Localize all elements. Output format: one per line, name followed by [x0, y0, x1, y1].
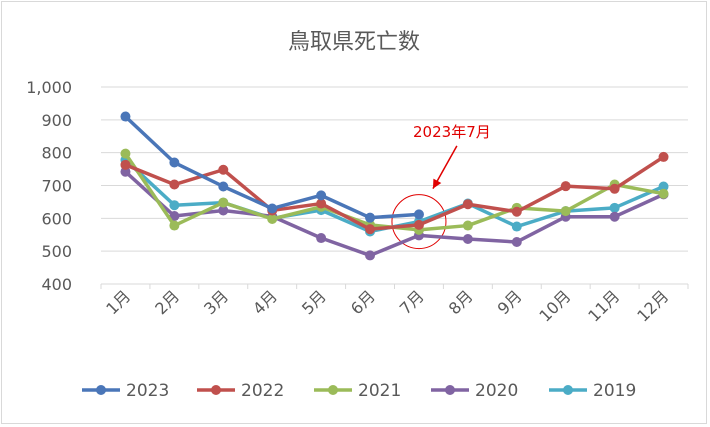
- y-tick-label: 1,000: [26, 78, 72, 97]
- legend-label: 2019: [593, 381, 636, 401]
- x-axis: [100, 283, 689, 289]
- data-point: [169, 179, 180, 190]
- data-point: [316, 198, 327, 209]
- legend-label: 2023: [126, 381, 169, 401]
- data-point: [365, 250, 376, 261]
- data-point: [658, 181, 669, 192]
- data-point: [511, 206, 522, 217]
- data-point: [609, 202, 620, 213]
- x-tick-label: 5月: [298, 286, 330, 318]
- y-axis-ticks: 400 500 600 700 800 900 1,000: [26, 78, 72, 294]
- legend: 2023 2022 2021 2020 2019: [82, 381, 636, 401]
- y-tick-label: 700: [41, 177, 72, 196]
- x-tick-label: 4月: [249, 286, 281, 318]
- data-point: [511, 236, 522, 247]
- data-point: [169, 157, 180, 168]
- data-point: [462, 234, 473, 245]
- chart-title: 鳥取県死亡数: [288, 30, 420, 55]
- series-2023: [120, 111, 424, 223]
- data-point: [218, 181, 229, 192]
- series-line: [124, 170, 665, 258]
- data-point: [560, 206, 571, 217]
- data-point: [316, 233, 327, 244]
- data-point: [169, 220, 180, 231]
- annotation-label: 2023年7月: [413, 123, 491, 141]
- data-point: [218, 205, 229, 216]
- legend-item-2023: 2023: [82, 381, 169, 401]
- x-tick-label: 1月: [102, 286, 134, 318]
- data-point: [120, 159, 131, 170]
- y-tick-label: 500: [41, 242, 72, 261]
- data-point: [560, 181, 571, 192]
- y-tick-label: 900: [41, 111, 72, 130]
- gridlines: [101, 86, 688, 252]
- annotation-circle: [391, 194, 447, 250]
- legend-swatch-marker: [563, 385, 573, 395]
- data-point: [609, 183, 620, 194]
- legend-label: 2021: [358, 381, 401, 401]
- legend-swatch-marker: [328, 385, 338, 395]
- series-line: [124, 158, 665, 234]
- series-2022: [120, 151, 669, 235]
- data-point: [413, 219, 424, 230]
- line-chart: 鳥取県死亡数 400 500 600 700 800 900 1,000 1月 2月 3月 4月 5…: [26, 30, 689, 401]
- series-2021: [120, 148, 669, 235]
- series-line: [124, 155, 665, 231]
- x-tick-label: 9月: [494, 286, 526, 318]
- data-point: [267, 213, 278, 224]
- legend-label: 2022: [241, 381, 284, 401]
- series-group: [120, 111, 669, 261]
- data-point: [462, 220, 473, 231]
- data-point: [169, 211, 180, 222]
- x-tick-label: 2月: [151, 286, 183, 318]
- series-2020: [120, 166, 669, 261]
- x-tick-label: 12月: [633, 286, 672, 325]
- data-point: [365, 212, 376, 223]
- data-point: [169, 200, 180, 211]
- y-tick-label: 600: [41, 209, 72, 228]
- data-point: [316, 190, 327, 201]
- y-tick-label: 800: [41, 144, 72, 163]
- legend-item-2020: 2020: [431, 381, 518, 401]
- x-tick-label: 6月: [347, 286, 379, 318]
- annotation-arrowhead: [432, 178, 442, 189]
- legend-swatch-marker: [445, 385, 455, 395]
- x-tick-label: 11月: [584, 286, 623, 325]
- data-point: [218, 164, 229, 175]
- data-point: [365, 224, 376, 235]
- data-point: [462, 199, 473, 210]
- annotation: 2023年7月: [391, 123, 491, 250]
- data-point: [511, 221, 522, 232]
- legend-item-2022: 2022: [197, 381, 284, 401]
- x-tick-label: 10月: [535, 286, 574, 325]
- legend-item-2021: 2021: [314, 381, 401, 401]
- data-point: [120, 111, 131, 122]
- legend-label: 2020: [475, 381, 518, 401]
- series-2019: [120, 154, 669, 237]
- data-point: [609, 211, 620, 222]
- x-axis-ticks: 1月 2月 3月 4月 5月 6月 7月 8月 9月 10月 11月 12月: [102, 286, 672, 325]
- data-point: [218, 197, 229, 208]
- legend-item-2019: 2019: [549, 381, 636, 401]
- legend-swatch-marker: [96, 385, 106, 395]
- legend-swatch-marker: [211, 385, 221, 395]
- x-tick-label: 7月: [396, 286, 428, 318]
- data-point: [120, 148, 131, 159]
- data-point: [120, 166, 131, 177]
- data-point: [658, 151, 669, 162]
- data-point: [413, 209, 424, 220]
- x-tick-label: 8月: [445, 286, 477, 318]
- y-tick-label: 400: [41, 275, 72, 294]
- data-point: [267, 203, 278, 214]
- data-point: [658, 188, 669, 199]
- x-tick-label: 3月: [200, 286, 232, 318]
